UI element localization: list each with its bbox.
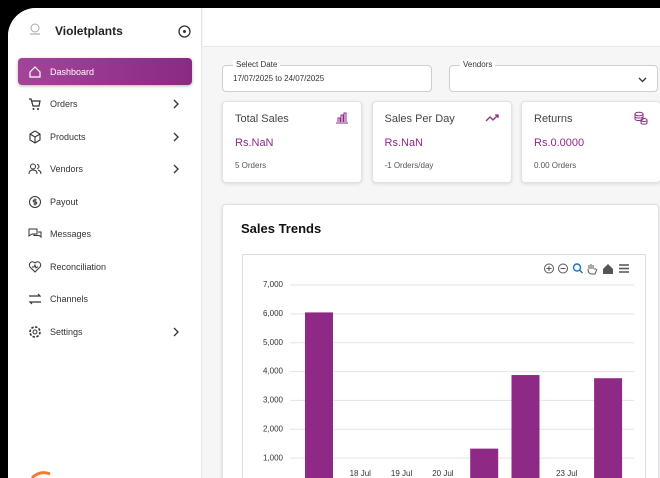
nav-icon	[28, 293, 42, 305]
chevron	[638, 77, 647, 83]
toggle[interactable]	[178, 25, 191, 38]
nav-icon	[29, 195, 41, 208]
y-tick-label: 2,000	[263, 424, 284, 433]
y-tick-label: 6,000	[263, 309, 284, 318]
nav-label: Messages	[50, 229, 92, 239]
nav-icon	[28, 163, 42, 175]
bar	[305, 312, 333, 478]
nav-label: Reconciliation	[50, 261, 107, 272]
y-tick-label: 7,000	[263, 280, 284, 289]
chart-title: Sales Trends	[241, 221, 322, 236]
y-tick-label: 5,000	[263, 338, 284, 347]
x-tick-label: 19 Jul	[391, 469, 413, 478]
stat-card: Returns Rs.0.0000 0.00 Orders	[521, 101, 660, 183]
nav-icon	[29, 129, 41, 144]
card-sub: 0.00 Orders	[534, 161, 577, 170]
y-tick-label: 3,000	[263, 396, 284, 405]
chevron	[173, 132, 179, 141]
topbar	[203, 8, 660, 47]
nav-item[interactable]: Products	[18, 123, 192, 150]
x-tick-label: 20 Jul	[432, 469, 454, 478]
card-sub: 5 Orders	[235, 161, 267, 170]
date-picker[interactable]: Select Date 17/07/2025 to 24/07/2025	[222, 60, 432, 92]
card-title: Returns	[534, 113, 573, 125]
card-icon	[634, 111, 648, 125]
brand: Violetplants	[55, 24, 123, 38]
nav-icon	[29, 325, 41, 338]
footer-logo	[30, 471, 51, 478]
nav-label: Products	[50, 131, 86, 142]
nav-label: Payout	[50, 196, 79, 207]
nav-item[interactable]: Vendors	[18, 156, 192, 183]
nav-item[interactable]: Dashboard	[18, 58, 192, 85]
nav-icon	[29, 98, 41, 110]
chevron	[173, 164, 179, 174]
nav-icon	[28, 260, 42, 273]
nav-icon	[29, 65, 41, 78]
y-tick-label: 4,000	[263, 367, 284, 376]
nav-item[interactable]: Orders	[18, 91, 192, 118]
card-icon	[336, 112, 348, 124]
chevron	[173, 327, 179, 336]
nav-icon	[28, 228, 42, 238]
label: Select Date	[233, 60, 281, 69]
vendor-select[interactable]: Vendors	[449, 60, 658, 92]
bar	[511, 375, 540, 478]
stat-card: Sales Per Day Rs.NaN -1 Orders/day	[371, 101, 512, 183]
label: Vendors	[460, 60, 496, 69]
nav-item[interactable]: Messages	[18, 221, 192, 248]
app: Violetplants Dashboard Orders Products Vend…	[8, 8, 660, 478]
nav-item[interactable]: Payout	[18, 188, 192, 215]
y-tick-label: 1,000	[263, 453, 284, 462]
card-title: Total Sales	[235, 113, 289, 125]
logo	[30, 23, 40, 35]
nav-label: Dashboard	[50, 66, 95, 77]
nav-label: Channels	[50, 294, 89, 304]
chevron	[173, 99, 179, 109]
card-title: Sales Per Day	[384, 113, 455, 125]
nav-item[interactable]: Settings	[18, 318, 192, 345]
nav-label: Settings	[50, 326, 83, 337]
sidebar: Violetplants Dashboard Orders Products Vend…	[8, 8, 202, 478]
x-tick-label: 23 Jul	[556, 469, 578, 478]
nav-item[interactable]: Channels	[18, 286, 192, 313]
value: 17/07/2025 to 24/07/2025	[233, 74, 325, 83]
bar	[594, 378, 623, 478]
card-sub: -1 Orders/day	[384, 161, 434, 170]
nav-label: Vendors	[50, 164, 84, 174]
card-value: Rs.NaN	[235, 137, 274, 149]
card-icon	[485, 114, 499, 122]
nav-label: Orders	[50, 99, 78, 109]
bar	[470, 448, 499, 478]
nav-item[interactable]: Reconciliation	[18, 253, 192, 280]
stat-card: Total Sales Rs.NaN 5 Orders	[222, 101, 362, 183]
x-tick-label: 18 Jul	[350, 469, 372, 478]
toolbar[interactable]	[543, 262, 635, 275]
card-value: Rs.NaN	[384, 137, 424, 149]
chart-card: Sales Trends 1,000 2,000 3,000 4,000 5,000 6,…	[222, 204, 659, 478]
card-value: Rs.0.0000	[534, 137, 585, 149]
